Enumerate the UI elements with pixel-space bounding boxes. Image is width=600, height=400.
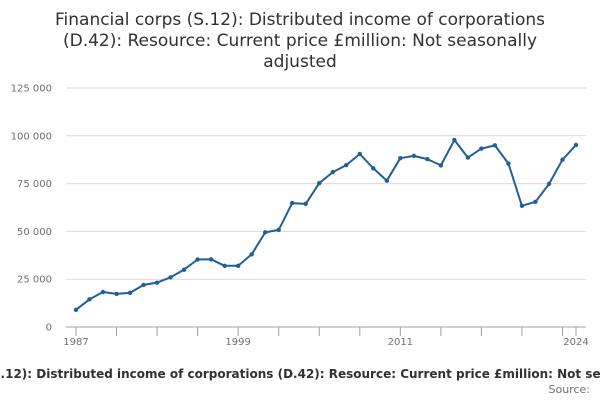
data-point[interactable] bbox=[195, 257, 200, 262]
data-point[interactable] bbox=[560, 157, 565, 162]
y-tick-label: 0 bbox=[46, 323, 52, 334]
data-point[interactable] bbox=[438, 163, 444, 168]
y-tick-label: 100 000 bbox=[11, 131, 52, 142]
data-point[interactable] bbox=[330, 169, 335, 175]
y-tick-label: 125 000 bbox=[11, 84, 52, 95]
data-point[interactable] bbox=[235, 263, 241, 269]
x-axis: 1987 1999 2011 2024 bbox=[63, 326, 589, 348]
data-point[interactable] bbox=[168, 275, 173, 280]
data-point[interactable] bbox=[73, 307, 79, 312]
data-point[interactable] bbox=[181, 267, 187, 272]
y-tick-label: 50 000 bbox=[17, 227, 52, 238]
data-point[interactable] bbox=[87, 297, 92, 302]
source-label: Source: bbox=[549, 383, 591, 396]
data-point[interactable] bbox=[222, 263, 227, 269]
data-point[interactable] bbox=[154, 280, 160, 285]
x-tick-label: 2011 bbox=[388, 337, 413, 348]
data-point[interactable] bbox=[465, 155, 471, 160]
chart-title-line-1: Financial corps (S.12): Distributed inco… bbox=[55, 10, 545, 30]
data-point[interactable] bbox=[492, 143, 498, 148]
x-tick-label: 2024 bbox=[563, 337, 588, 348]
data-point[interactable] bbox=[262, 230, 268, 235]
data-point[interactable] bbox=[114, 291, 119, 297]
data-point[interactable] bbox=[344, 162, 349, 168]
x-tick-label: 1987 bbox=[63, 337, 88, 348]
series-line bbox=[75, 139, 577, 311]
x-tick-label: 1999 bbox=[225, 337, 250, 348]
data-point[interactable] bbox=[452, 137, 457, 143]
data-point[interactable] bbox=[425, 156, 430, 162]
data-point[interactable] bbox=[276, 227, 281, 233]
data-point[interactable] bbox=[208, 257, 214, 262]
chart-title-line-2: (D.42): Resource: Current price £million… bbox=[63, 31, 537, 51]
chart-title: Financial corps (S.12): Distributed inco… bbox=[55, 10, 545, 72]
y-tick-label: 75 000 bbox=[17, 179, 52, 190]
legend-label: Financial corps (S.12): Distributed inco… bbox=[0, 367, 600, 381]
data-point[interactable] bbox=[519, 203, 525, 208]
data-point[interactable] bbox=[303, 201, 308, 207]
gridlines bbox=[66, 87, 586, 328]
data-point[interactable] bbox=[127, 290, 133, 295]
data-point[interactable] bbox=[357, 151, 362, 157]
y-axis: 0 25 000 50 000 75 000 100 000 125 000 bbox=[11, 84, 52, 334]
data-point[interactable] bbox=[371, 166, 376, 171]
data-point[interactable] bbox=[411, 153, 417, 159]
data-point[interactable] bbox=[546, 181, 552, 187]
y-tick-label: 25 000 bbox=[17, 275, 52, 286]
data-point[interactable] bbox=[249, 252, 254, 257]
data-point[interactable] bbox=[384, 178, 390, 183]
data-point[interactable] bbox=[317, 181, 322, 186]
data-point[interactable] bbox=[573, 142, 579, 148]
data-point[interactable] bbox=[533, 199, 538, 204]
data-point[interactable] bbox=[100, 289, 106, 295]
data-point[interactable] bbox=[141, 282, 146, 288]
data-point[interactable] bbox=[479, 146, 484, 151]
data-point[interactable] bbox=[398, 155, 403, 161]
chart-title-line-3: adjusted bbox=[263, 52, 336, 72]
data-point[interactable] bbox=[290, 200, 295, 206]
data-point[interactable] bbox=[506, 161, 511, 166]
data-series bbox=[73, 137, 579, 312]
